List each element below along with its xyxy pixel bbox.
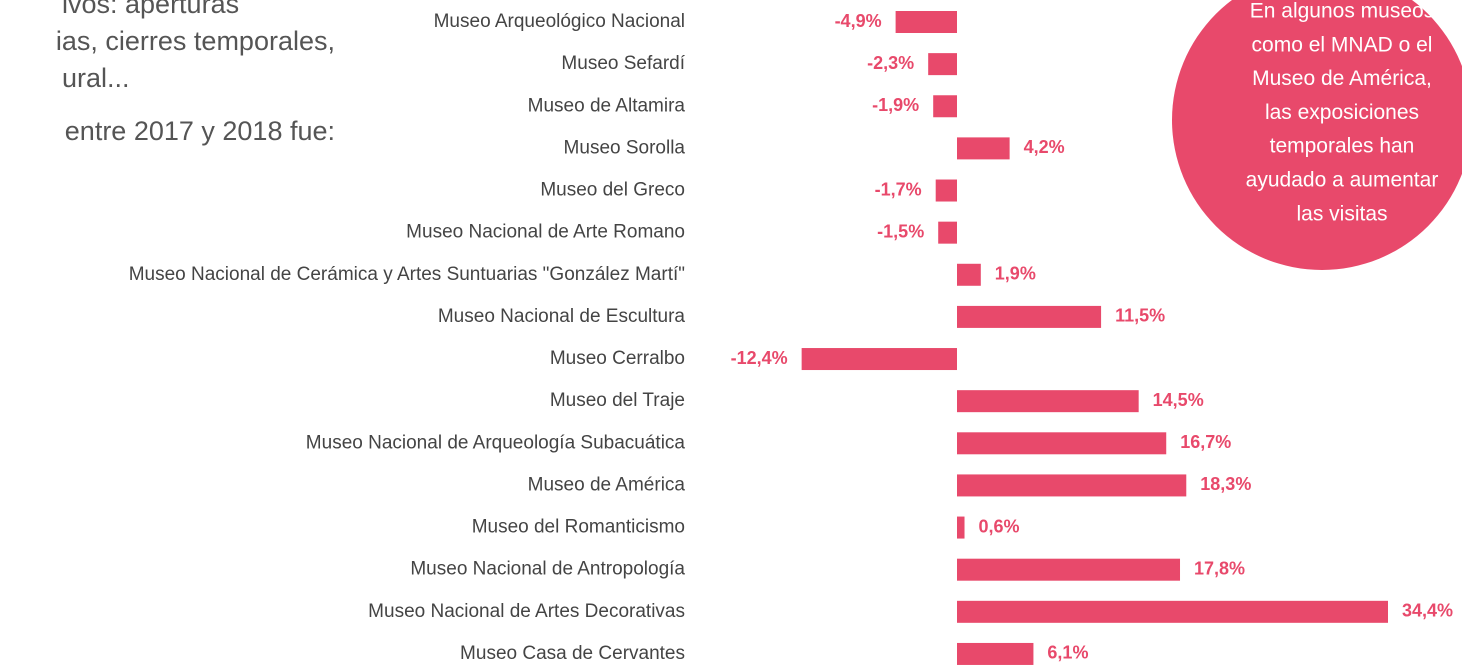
value-label: 0,6%	[979, 516, 1020, 536]
annotation-text: temporales han	[1270, 135, 1415, 158]
annotation-text: las exposiciones	[1265, 101, 1419, 124]
bar	[957, 474, 1187, 497]
category-label: Museo del Romanticismo	[472, 517, 685, 538]
value-label: 4,2%	[1024, 137, 1065, 157]
category-label: Museo Cerralbo	[550, 348, 685, 369]
category-label: Museo Nacional de Arte Romano	[406, 222, 685, 243]
value-label: -1,5%	[877, 221, 924, 241]
bar	[938, 221, 957, 244]
bar	[957, 263, 981, 286]
bar	[928, 53, 957, 76]
value-label: 11,5%	[1115, 306, 1165, 326]
bar	[957, 600, 1388, 623]
value-label: 18,3%	[1200, 474, 1251, 494]
category-label: Museo del Traje	[550, 390, 685, 411]
bar	[957, 432, 1167, 455]
category-label: Museo del Greco	[540, 180, 685, 201]
category-label: Museo Nacional de Artes Decorativas	[368, 601, 685, 622]
value-label: -1,7%	[875, 179, 922, 199]
intro-text: ivos: aperturas	[62, 0, 239, 19]
category-label: Museo de América	[528, 474, 686, 495]
intro-text: ias, cierres temporales,	[56, 26, 335, 56]
bar	[957, 305, 1102, 328]
annotation-bubble	[1172, 0, 1462, 270]
intro-text: ural...	[62, 63, 130, 93]
value-label: 1,9%	[995, 264, 1036, 284]
bar	[801, 348, 957, 371]
annotation-text: ayudado a aumentar	[1246, 169, 1439, 192]
value-label: -4,9%	[835, 11, 882, 31]
bar	[957, 642, 1034, 665]
value-label: 6,1%	[1047, 643, 1088, 663]
category-label: Museo Nacional de Antropología	[410, 559, 685, 580]
annotation-text: las visitas	[1296, 202, 1387, 225]
value-label: -2,3%	[867, 53, 914, 73]
category-label: Museo Nacional de Cerámica y Artes Suntu…	[129, 264, 685, 285]
bar	[957, 137, 1010, 160]
category-label: Museo Nacional de Escultura	[438, 306, 686, 327]
value-label: 17,8%	[1194, 558, 1245, 578]
value-label: 14,5%	[1153, 390, 1204, 410]
value-label: -12,4%	[731, 348, 788, 368]
category-label: Museo de Altamira	[528, 95, 686, 116]
bar	[933, 95, 957, 118]
value-label: 16,7%	[1180, 432, 1231, 452]
value-label: -1,9%	[872, 95, 919, 115]
category-label: Museo Nacional de Arqueología Subacuátic…	[306, 432, 686, 453]
value-label: 34,4%	[1402, 601, 1453, 621]
bar	[957, 390, 1139, 413]
annotation-text: En algunos museos	[1250, 0, 1434, 23]
annotation-text: Museo de América,	[1252, 67, 1432, 90]
bar	[895, 11, 957, 33]
bar	[957, 558, 1181, 581]
bar	[957, 516, 965, 539]
intro-text: entre 2017 y 2018 fue:	[65, 116, 335, 146]
category-label: Museo Casa de Cervantes	[460, 643, 685, 664]
annotation-text: como el MNAD o el	[1252, 33, 1433, 56]
category-label: Museo Arqueológico Nacional	[434, 11, 685, 32]
bar	[935, 179, 957, 202]
category-label: Museo Sorolla	[564, 137, 686, 158]
category-label: Museo Sefardí	[561, 53, 685, 74]
